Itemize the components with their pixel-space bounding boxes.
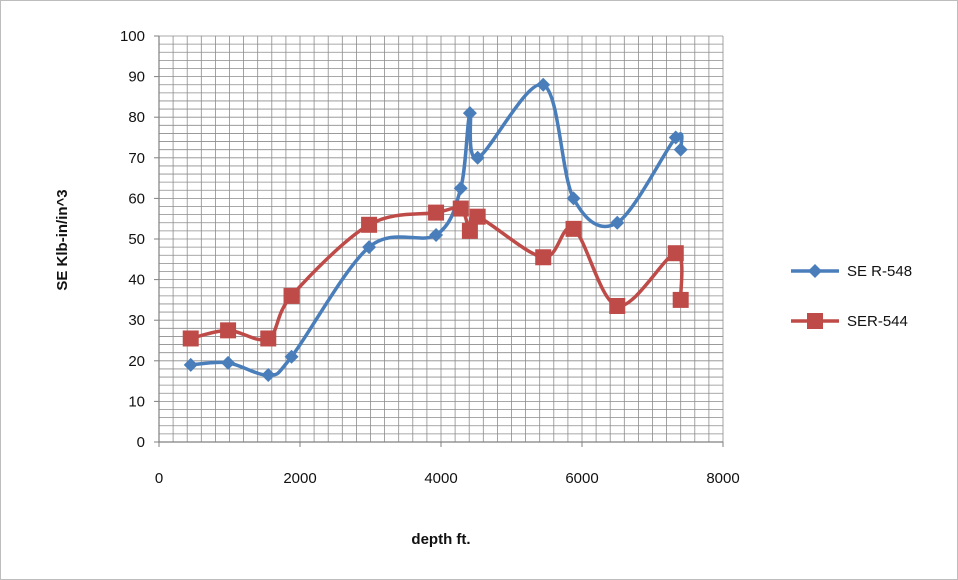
data-point [182,330,199,347]
data-point [283,287,300,304]
data-point [610,215,625,230]
legend: SE R-548 SER-544 [791,263,912,330]
data-point [609,297,626,314]
data-point [428,204,445,221]
y-tick-label: 80 [128,109,145,126]
data-point [220,322,237,339]
data-point [462,106,477,121]
data-point [260,330,277,347]
data-point [673,142,688,157]
data-point [672,291,689,308]
x-tick-label: 2000 [283,470,316,487]
data-point [461,222,478,239]
data-point [470,150,485,165]
y-tick-label: 90 [128,69,145,86]
y-tick-label: 70 [128,150,145,167]
data-point [429,227,444,242]
data-point [668,130,683,145]
series [182,77,689,383]
tick-labels: 0 10 20 30 40 50 60 70 80 90 100 0 2000 4000 6000 8000 [120,28,740,487]
x-tick-label: 0 [155,470,163,487]
data-point [284,349,299,364]
data-point [261,368,276,383]
data-point [361,216,378,233]
axes [154,35,724,447]
y-axis-label: SE Klb-in/in^3 [54,189,71,290]
legend-item-1: SER-544 [791,313,908,330]
y-tick-label: 0 [137,434,145,451]
y-tick-label: 10 [128,393,145,410]
legend-label: SE R-548 [847,263,912,280]
x-tick-label: 6000 [565,470,598,487]
y-tick-label: 100 [120,28,145,45]
series-1 [182,200,689,347]
data-point [536,77,551,92]
legend-marker [807,313,823,329]
y-tick-label: 60 [128,190,145,207]
grid [158,35,724,443]
data-point [183,357,198,372]
data-point [453,181,468,196]
x-tick-label: 4000 [424,470,457,487]
data-point [565,220,582,237]
x-tick-label: 8000 [706,470,739,487]
data-point [667,245,684,262]
data-point [362,240,377,255]
y-tick-label: 30 [128,312,145,329]
data-point [469,208,486,225]
legend-item-0: SE R-548 [791,263,912,280]
series-0 [183,77,688,383]
x-axis-label: depth ft. [411,531,470,548]
legend-label: SER-544 [847,313,908,330]
y-tick-label: 40 [128,272,145,289]
data-point [452,200,469,217]
y-tick-label: 50 [128,231,145,248]
y-tick-label: 20 [128,353,145,370]
legend-marker [808,264,822,278]
data-point [566,191,581,206]
data-point [535,249,552,266]
data-point [221,355,236,370]
